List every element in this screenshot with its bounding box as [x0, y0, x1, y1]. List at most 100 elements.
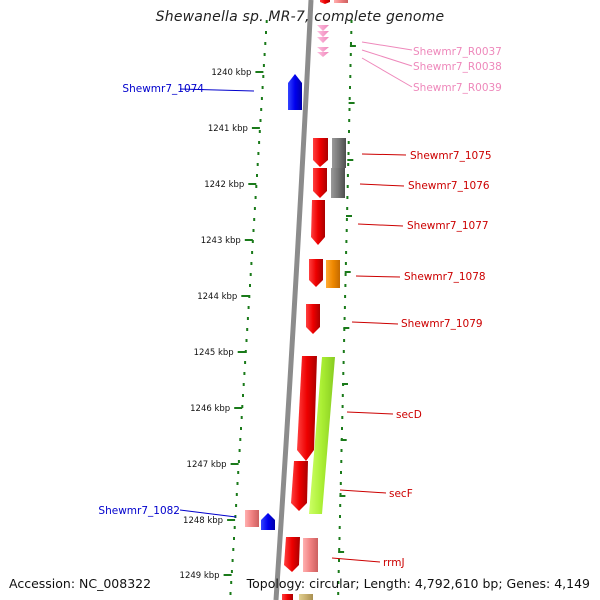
map-title: Shewanella sp. MR-7, complete genome: [155, 9, 445, 25]
guide-dot: [264, 42, 267, 45]
guide-dot: [242, 394, 244, 397]
minor-tick-mark: [344, 271, 351, 273]
guide-dot: [259, 119, 262, 122]
accession-text: Accession: NC_008322: [9, 576, 152, 591]
guide-dot: [231, 559, 234, 562]
guide-dot: [344, 284, 347, 287]
guide-dot: [341, 427, 343, 430]
label-shewmr7-1075: Shewmr7_1075: [410, 150, 492, 162]
gene-top-partial: [320, 0, 330, 4]
guide-dot: [255, 185, 258, 188]
label-rrmj: rrmJ: [383, 557, 405, 569]
guide-dot: [337, 570, 340, 573]
gene-secd: [297, 356, 317, 461]
minor-tick-mark: [348, 102, 355, 104]
guide-dot: [242, 383, 245, 386]
guide-dot: [233, 526, 236, 529]
guide-dot: [337, 592, 340, 595]
guide-dot: [349, 64, 352, 67]
guide-dot: [232, 548, 235, 551]
tick-label: 1240 kbp: [211, 68, 251, 78]
guide-dot: [233, 537, 235, 540]
guide-dot: [236, 482, 239, 485]
label-shewmr7-r0037: Shewmr7_R0037: [413, 46, 502, 58]
minor-tick-mark: [342, 383, 348, 385]
gene-shewmr7-1082: [261, 513, 275, 530]
guide-dot: [241, 405, 244, 408]
gene-labels: Shewmr7_1074 Shewmr7_1082 Shewmr7_R0037 …: [98, 46, 501, 569]
gene-shewmr7-1082-pink: [245, 510, 259, 527]
tick-mark: [237, 351, 246, 353]
guide-dot: [346, 207, 349, 210]
guide-dot: [253, 218, 256, 221]
minor-tick-mark: [346, 215, 352, 217]
guide-dot: [254, 196, 257, 199]
gene-secf: [291, 461, 308, 511]
guide-dot: [240, 416, 243, 419]
guide-dot: [343, 339, 346, 342]
guide-dot: [246, 328, 249, 331]
guide-dot: [338, 526, 341, 529]
guide-dot: [342, 372, 345, 375]
guide-dot: [349, 86, 351, 89]
guide-dot: [349, 75, 352, 78]
guide-dot: [345, 240, 348, 243]
label-shewmr7-r0038: Shewmr7_R0038: [413, 61, 502, 73]
guide-dot: [339, 493, 342, 496]
guide-dot: [238, 449, 241, 452]
guide-dot: [341, 405, 344, 408]
guide-dot: [343, 306, 346, 309]
minor-tick-mark: [343, 327, 350, 329]
guide-dot: [230, 581, 233, 584]
gene-shewmr7-1075: [313, 138, 328, 167]
genome-summary-text: Topology: circular; Length: 4,792,610 bp…: [246, 576, 590, 591]
gene-shewmr7-1079: [306, 304, 320, 334]
guide-dot: [237, 471, 240, 474]
tick-mark: [241, 295, 250, 297]
label-secf: secF: [389, 488, 413, 500]
guide-dot: [247, 306, 250, 309]
gene-shewmr7-1077: [311, 200, 325, 245]
tick-mark: [255, 71, 264, 73]
label-shewmr7-1078: Shewmr7_1078: [404, 271, 486, 283]
tick-mark: [244, 239, 253, 241]
tick-mark: [248, 183, 257, 185]
guide-dot: [239, 438, 242, 441]
guide-dot: [256, 163, 259, 166]
gene-features: [245, 0, 348, 600]
guide-dot: [244, 361, 247, 364]
gene-shewmr7-1076: [313, 168, 327, 198]
tick-mark: [227, 519, 236, 521]
guide-dot: [260, 108, 263, 111]
rna-chevrons: [317, 25, 329, 57]
guide-dot: [252, 229, 255, 232]
guide-dot: [345, 218, 348, 221]
tick-label: 1241 kbp: [208, 124, 248, 134]
tick-mark: [251, 127, 260, 129]
guide-dot: [338, 537, 341, 540]
guide-dot: [343, 317, 346, 320]
tick-label: 1249 kbp: [180, 571, 220, 581]
guide-dot: [251, 240, 254, 243]
label-shewmr7-1082: Shewmr7_1082: [98, 505, 180, 517]
guide-dot: [337, 581, 340, 584]
gene-rrmj: [284, 537, 300, 572]
guide-dot: [256, 174, 258, 177]
guide-dot: [262, 64, 265, 67]
guide-dot: [345, 251, 348, 254]
guide-dot: [347, 141, 350, 144]
tick-label: 1247 kbp: [187, 460, 227, 470]
gene-top-partial-pink: [334, 0, 348, 3]
guide-dot: [246, 317, 249, 320]
tick-mark: [230, 463, 239, 465]
guide-dot: [258, 141, 261, 144]
guide-dot: [235, 504, 238, 507]
guide-dot: [348, 130, 350, 133]
tick-label: 1244 kbp: [197, 292, 237, 302]
guide-dot: [346, 196, 349, 199]
guide-dot: [339, 482, 342, 485]
guide-dot: [340, 460, 343, 463]
tick-label: 1242 kbp: [204, 180, 244, 190]
